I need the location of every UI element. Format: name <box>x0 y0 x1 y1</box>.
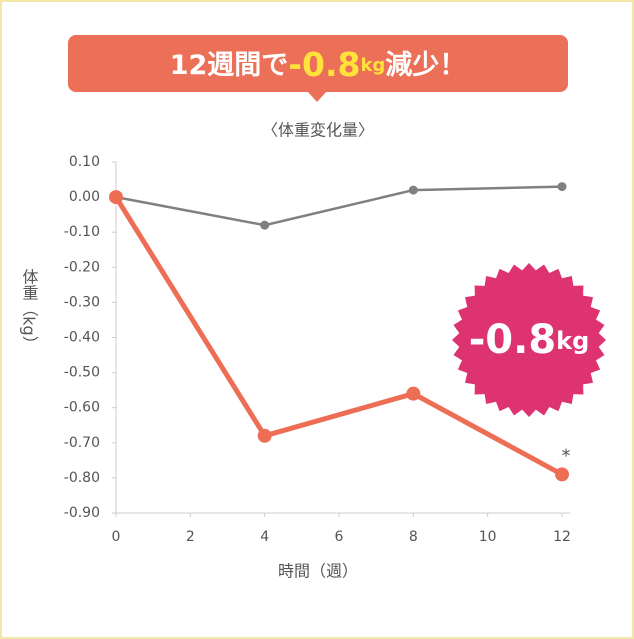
banner-pointer <box>308 92 326 102</box>
data-point <box>260 220 270 230</box>
y-tick-label: -0.80 <box>64 470 100 486</box>
banner-text: 12週間で-0.8kg減少！ <box>170 45 467 84</box>
badge <box>452 263 606 417</box>
y-tick-label: 0.00 <box>69 189 100 205</box>
y-axis-label: 体重（kg） <box>20 268 39 351</box>
x-tick-label: 0 <box>112 529 121 545</box>
data-point <box>257 428 272 443</box>
badge-unit: kg <box>556 327 589 355</box>
annotation: * <box>562 445 571 466</box>
series-line <box>113 195 564 477</box>
x-axis-label: 時間（週） <box>278 562 358 581</box>
banner-lead: 12週間で <box>170 50 289 81</box>
y-tick-label: -0.50 <box>64 365 100 381</box>
x-tick-label: 12 <box>553 529 571 545</box>
banner-tail: 減少！ <box>385 50 466 81</box>
x-tick-label: 6 <box>335 529 344 545</box>
banner-value: -0.8 <box>288 45 360 84</box>
x-tick-label: 10 <box>479 529 497 545</box>
banner <box>68 35 568 92</box>
badge-value: -0.8 <box>469 317 556 363</box>
data-point <box>557 182 567 192</box>
y-tick-label: -0.40 <box>64 330 100 346</box>
y-tick-label: -0.20 <box>64 259 100 275</box>
chart-title: 〈体重変化量〉 <box>262 121 374 140</box>
banner-unit: kg <box>360 55 385 76</box>
y-tick-label: -0.10 <box>64 224 100 240</box>
y-tick-label: -0.30 <box>64 294 100 310</box>
x-tick-label: 8 <box>409 529 418 545</box>
data-point <box>555 467 569 482</box>
x-tick-label: 4 <box>260 529 269 545</box>
data-point <box>408 185 418 195</box>
y-tick-label: -0.70 <box>64 435 100 451</box>
x-tick-label: 2 <box>186 529 195 545</box>
y-tick-label: -0.60 <box>64 400 100 416</box>
series-line <box>115 185 563 227</box>
data-point <box>109 190 123 205</box>
y-tick-label: -0.90 <box>64 505 100 521</box>
badge-text: -0.8kg <box>469 317 590 363</box>
data-point <box>406 386 421 401</box>
y-tick-label: 0.10 <box>69 154 100 170</box>
